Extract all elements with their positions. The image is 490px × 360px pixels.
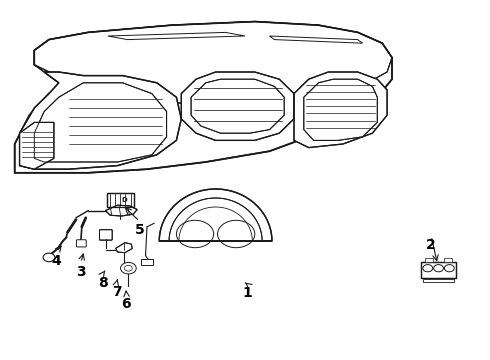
- Polygon shape: [294, 72, 387, 148]
- Polygon shape: [107, 193, 133, 207]
- Circle shape: [43, 253, 55, 262]
- Circle shape: [423, 265, 433, 272]
- FancyBboxPatch shape: [99, 230, 112, 240]
- Polygon shape: [116, 243, 132, 253]
- Polygon shape: [159, 189, 272, 241]
- FancyBboxPatch shape: [423, 279, 454, 282]
- FancyBboxPatch shape: [76, 240, 86, 247]
- Text: D: D: [121, 197, 127, 203]
- Polygon shape: [20, 72, 181, 169]
- Text: 8: 8: [98, 276, 108, 289]
- Text: 4: 4: [51, 254, 61, 268]
- Polygon shape: [181, 72, 294, 140]
- Text: 7: 7: [112, 285, 122, 298]
- Polygon shape: [169, 198, 262, 241]
- Polygon shape: [20, 122, 54, 169]
- Circle shape: [434, 265, 443, 272]
- FancyBboxPatch shape: [444, 258, 452, 262]
- Text: 1: 1: [243, 287, 252, 300]
- Polygon shape: [105, 205, 137, 216]
- Text: 3: 3: [76, 265, 86, 279]
- Polygon shape: [15, 22, 392, 173]
- Text: 5: 5: [135, 224, 145, 237]
- FancyBboxPatch shape: [425, 258, 433, 262]
- Polygon shape: [191, 79, 284, 133]
- Circle shape: [121, 262, 136, 274]
- FancyBboxPatch shape: [141, 259, 153, 265]
- Polygon shape: [421, 262, 456, 278]
- Polygon shape: [304, 79, 377, 140]
- Polygon shape: [34, 83, 167, 162]
- Circle shape: [444, 265, 454, 272]
- Text: 2: 2: [426, 238, 436, 252]
- Polygon shape: [34, 22, 392, 104]
- Text: 6: 6: [122, 297, 131, 311]
